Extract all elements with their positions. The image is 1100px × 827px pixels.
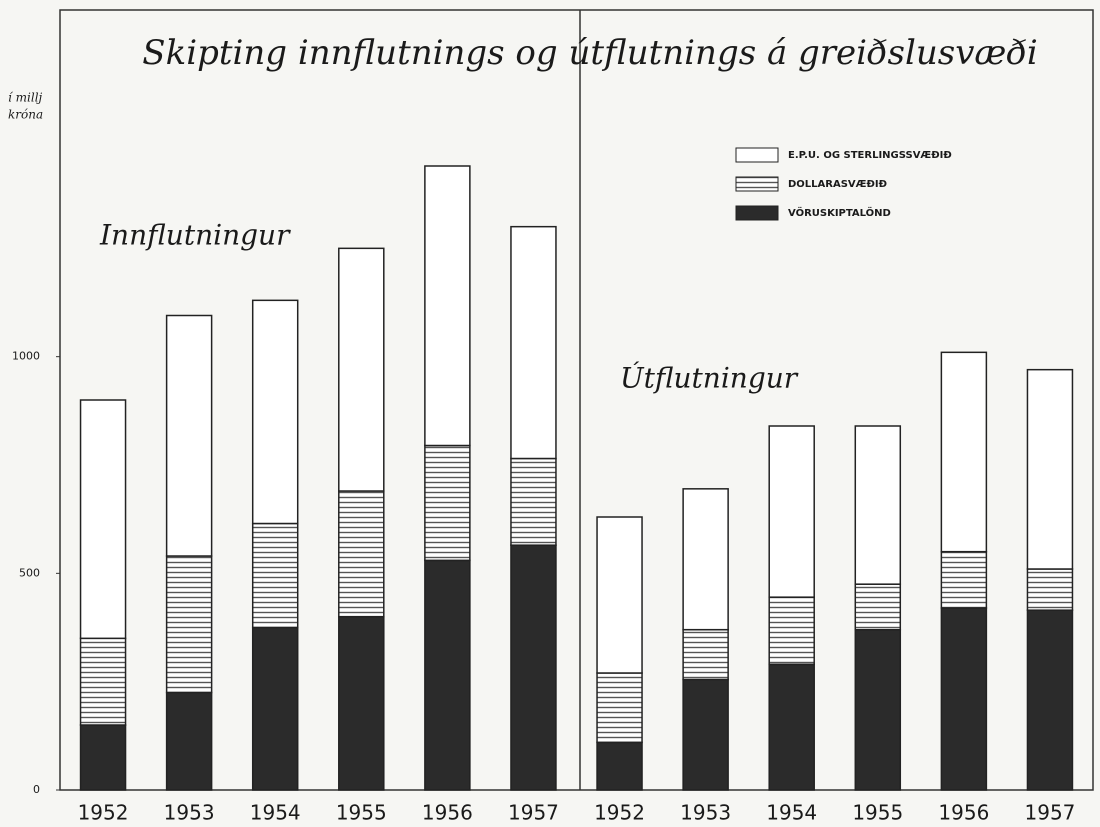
x-tick-label: 1952 [594, 801, 645, 825]
bar-segment [251, 522, 299, 629]
x-tick-label: 1957 [508, 801, 559, 825]
bar-segment [682, 488, 729, 631]
bar-segment [1026, 368, 1074, 570]
legend-label: DOLLARASVÆÐIÐ [788, 179, 887, 190]
bar-segment [596, 741, 643, 791]
bar-segment [854, 628, 902, 791]
legend-label: E.P.U. OG STERLINGSSVÆÐIÐ [788, 150, 952, 161]
bar-segment [510, 225, 557, 460]
bar-segment [596, 672, 643, 744]
bar-segment [940, 550, 988, 609]
x-tick-label: 1955 [336, 801, 387, 825]
bar-segment [768, 425, 815, 598]
bar-segment [596, 516, 643, 674]
bar-segment [682, 628, 729, 681]
legend-swatch [735, 205, 779, 221]
legend-swatch [735, 176, 779, 192]
bar-segment [79, 637, 127, 726]
x-tick-label: 1954 [250, 801, 301, 825]
x-tick-label: 1953 [164, 801, 215, 825]
legend-swatch [735, 147, 779, 163]
y-axis-label: í millj [8, 91, 43, 105]
bar-segment [251, 299, 299, 525]
bar-segment [165, 691, 213, 791]
bar-segment [1026, 609, 1074, 791]
bar-segment [338, 247, 385, 492]
plot-frame [59, 9, 1094, 791]
annotation: Innflutningur [99, 219, 291, 252]
bar-segment [768, 663, 815, 791]
bar-segment [682, 678, 729, 791]
y-tick-label: 1000 [12, 350, 40, 363]
bar-segment [510, 457, 557, 546]
bar-segment [1026, 568, 1074, 611]
x-tick-label: 1953 [680, 801, 731, 825]
x-tick-label: 1956 [422, 801, 473, 825]
bar-segment [165, 555, 213, 694]
x-tick-label: 1955 [852, 801, 903, 825]
y-tick-label: 500 [19, 566, 40, 579]
bar-segment [424, 559, 471, 791]
y-axis-label: króna [8, 108, 43, 122]
bar-segment [338, 615, 385, 791]
bar-segment [424, 165, 471, 447]
bar-segment [854, 583, 902, 631]
x-tick-label: 1957 [1025, 801, 1076, 825]
bar-segment [165, 314, 213, 557]
bar-segment [251, 626, 299, 791]
bar-segment [940, 351, 988, 553]
bar-segment [768, 596, 815, 666]
chart-title: Skipting innflutnings og útflutnings á g… [142, 33, 1037, 73]
x-tick-label: 1954 [766, 801, 817, 825]
y-tick-label: 0 [33, 783, 40, 796]
bar-segment [510, 544, 557, 791]
bar-segment [79, 399, 127, 640]
bar-segment [940, 607, 988, 791]
bar-segment [854, 425, 902, 585]
annotation: Útflutningur [620, 361, 799, 395]
x-tick-label: 1952 [78, 801, 129, 825]
x-tick-label: 1956 [938, 801, 989, 825]
bar-segment [424, 444, 471, 562]
legend-label: VÖRUSKIPTALÖND [788, 205, 891, 219]
bar-segment [338, 490, 385, 618]
bar-segment [79, 724, 127, 791]
